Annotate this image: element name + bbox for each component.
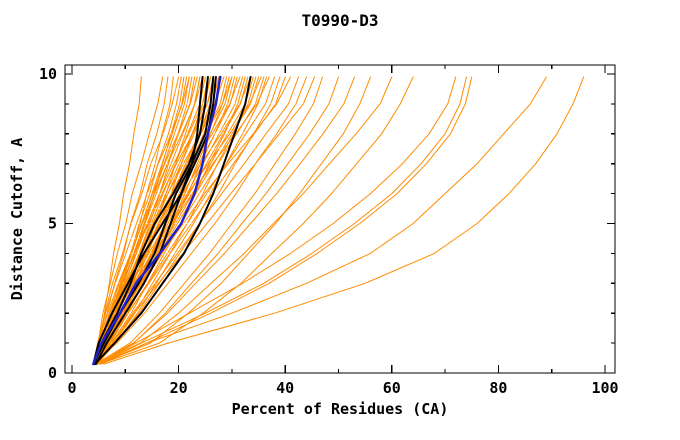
model-line-orange: [98, 76, 473, 365]
model-line-orange: [95, 76, 238, 365]
model-line-orange: [99, 76, 414, 365]
model-line-orange: [92, 76, 212, 365]
x-tick-label: 20: [170, 379, 188, 397]
model-line-orange: [100, 76, 547, 365]
model-line-orange: [92, 76, 190, 365]
x-tick-label: 100: [591, 379, 618, 397]
x-axis-label: Percent of Residues (CA): [232, 400, 449, 418]
model-line-black: [93, 75, 209, 366]
model-line-orange: [97, 76, 339, 365]
model-line-orange: [95, 76, 393, 365]
model-line-orange: [95, 76, 324, 365]
model-line-orange: [93, 76, 164, 365]
model-line-black: [92, 75, 204, 366]
x-tick-label: 40: [276, 379, 294, 397]
x-tick-label: 80: [489, 379, 507, 397]
model-line-orange: [96, 76, 268, 365]
model-line-blue: [92, 75, 222, 366]
y-axis-label: Distance Cutoff, A: [8, 138, 26, 301]
plot-frame: [64, 64, 616, 374]
x-tick-label: 0: [67, 379, 76, 397]
model-line-orange: [98, 76, 467, 365]
chart-title: T0990-D3: [301, 11, 378, 30]
model-line-orange: [92, 76, 308, 365]
axes-layer: 0 20 40 60 80 100 0 5 10: [39, 64, 619, 397]
y-tick-label: 0: [48, 364, 57, 382]
model-curves-layer: [92, 75, 585, 366]
model-line-orange: [93, 76, 355, 365]
model-line-orange: [98, 76, 371, 365]
y-tick-label: 5: [48, 215, 57, 233]
x-tick-label: 60: [383, 379, 401, 397]
model-line-black: [93, 75, 252, 366]
model-line-orange: [103, 76, 585, 365]
model-line-orange: [92, 76, 204, 365]
y-tick-label: 10: [39, 65, 57, 83]
model-line-orange: [97, 76, 457, 365]
